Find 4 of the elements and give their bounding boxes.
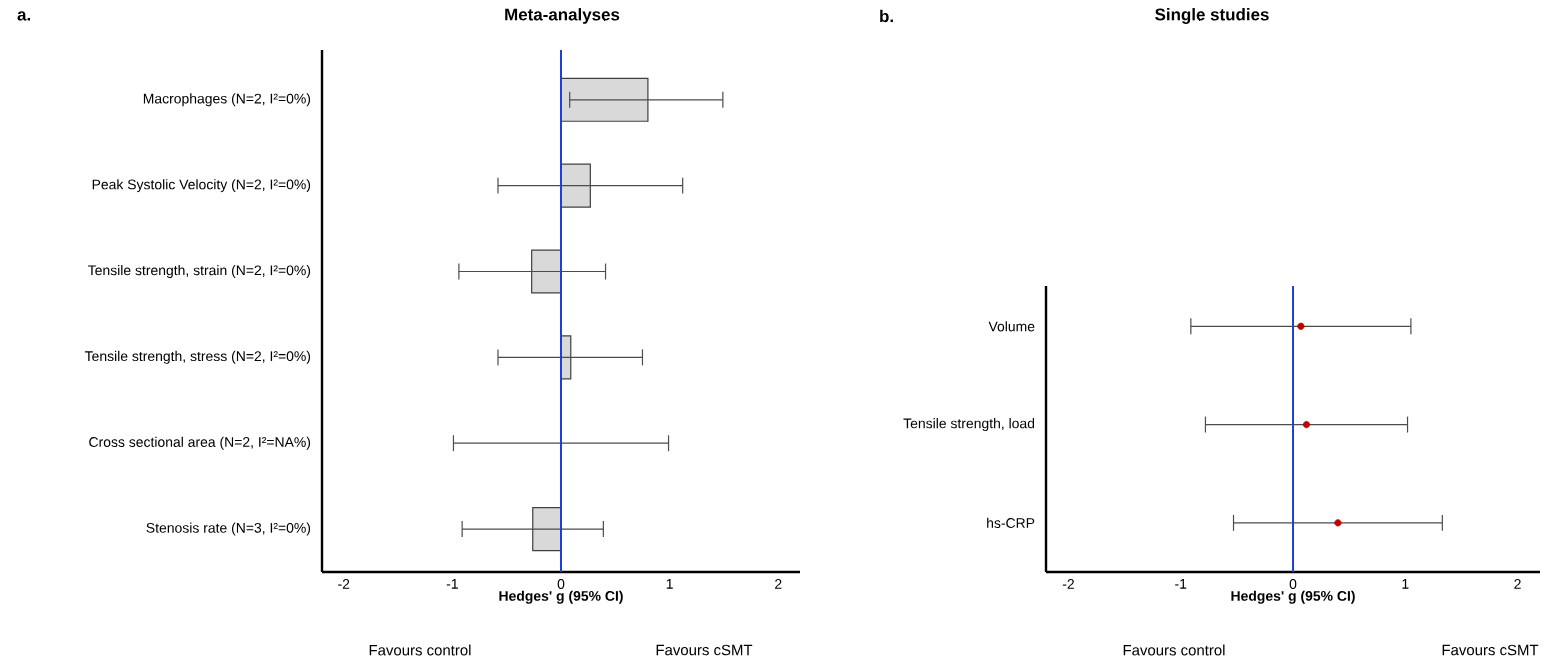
text: b. [880, 9, 893, 23]
text: a. [17, 11, 30, 21]
chart-title: Single studies [1155, 8, 1269, 24]
chart-title: Meta-analyses [505, 8, 620, 24]
